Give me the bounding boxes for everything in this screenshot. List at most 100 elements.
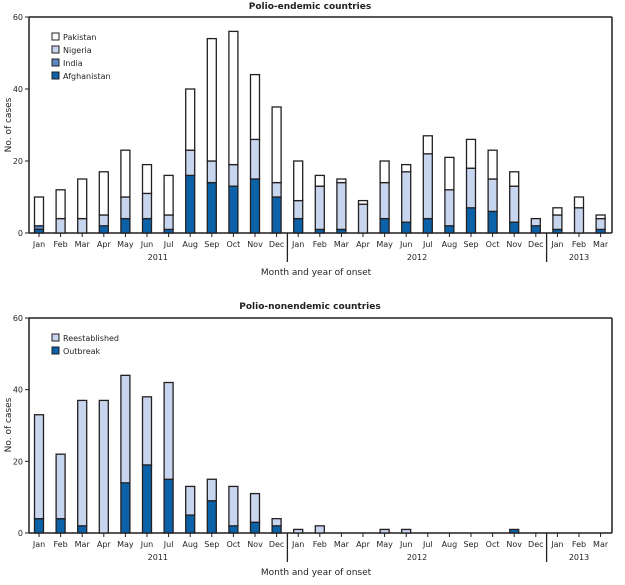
year-label: 2013 — [569, 253, 589, 262]
bar-reestablished-12 — [293, 528, 304, 534]
legend-label-india: India — [63, 59, 83, 68]
bar-outbreak-5 — [141, 464, 153, 534]
bar-pakistan-9 — [228, 30, 239, 166]
bar-nigeria-5 — [141, 192, 153, 220]
legend-label-afghanistan: Afghanistan — [63, 72, 111, 81]
y-tick-label: 0 — [18, 529, 23, 538]
x-tick-label: Jul — [163, 540, 174, 549]
x-tick-label: Jan — [32, 240, 45, 249]
bar-pakistan-14 — [336, 178, 347, 184]
bar-outbreak-7 — [185, 514, 196, 534]
x-tick-label: Mar — [334, 540, 350, 549]
year-label: 2013 — [569, 553, 589, 562]
x-tick-label: Mar — [334, 240, 350, 249]
bar-afghanistan-8 — [206, 181, 217, 234]
bar-nigeria-17 — [401, 171, 412, 223]
x-tick-label: Jun — [399, 540, 413, 549]
legend-swatch-india — [51, 58, 60, 67]
x-axis-label: Month and year of onset — [261, 568, 372, 578]
x-tick-label: Jun — [140, 240, 154, 249]
y-tick-label: 20 — [13, 157, 23, 166]
bar-outbreak-4 — [120, 482, 131, 534]
bar-pakistan-18 — [422, 135, 433, 155]
bar-afghanistan-3 — [98, 225, 109, 234]
bar-pakistan-25 — [573, 196, 585, 209]
x-tick-label: Jun — [399, 240, 413, 249]
x-tick-label: May — [117, 240, 134, 249]
nonendemic-panel: Polio-nonendemic countries No. of cases … — [4, 302, 613, 578]
bar-afghanistan-7 — [185, 174, 196, 234]
bar-nigeria-8 — [206, 160, 217, 184]
x-tick-label: Mar — [75, 240, 91, 249]
y-tick-label: 20 — [13, 457, 23, 466]
bar-reestablished-17 — [401, 528, 412, 534]
bar-afghanistan-5 — [141, 217, 153, 234]
year-label: 2012 — [407, 253, 427, 262]
legend-swatch-afghanistan — [51, 71, 60, 80]
x-tick-label: Feb — [313, 240, 327, 249]
bar-pakistan-24 — [552, 207, 563, 216]
legend-swatch-pakistan — [51, 32, 60, 41]
bar-nigeria-16 — [379, 181, 390, 220]
bar-pakistan-7 — [185, 88, 196, 151]
year-label: 2011 — [148, 253, 168, 262]
bar-pakistan-3 — [98, 171, 109, 216]
bar-afghanistan-21 — [487, 210, 498, 234]
legend-label-nigeria: Nigeria — [63, 46, 92, 55]
bar-nigeria-25 — [573, 207, 585, 234]
chart-title: Polio-endemic countries — [249, 2, 371, 12]
y-tick-label: 0 — [18, 229, 23, 238]
x-tick-label: Aug — [182, 240, 198, 249]
legend-swatch-nigeria — [51, 45, 60, 54]
bar-reestablished-0 — [33, 414, 45, 520]
x-tick-label: Dec — [528, 240, 543, 249]
x-tick-label: Sep — [463, 240, 478, 249]
bar-pakistan-15 — [357, 199, 369, 205]
x-tick-label: Sep — [204, 240, 219, 249]
bar-pakistan-13 — [314, 174, 325, 187]
bar-nigeria-7 — [185, 149, 196, 177]
x-tick-label: Dec — [269, 240, 284, 249]
bar-pakistan-16 — [379, 160, 390, 184]
y-tick-label: 60 — [13, 314, 23, 323]
chart-title: Polio-nonendemic countries — [239, 302, 380, 312]
bar-afghanistan-20 — [465, 207, 477, 234]
x-tick-label: Mar — [593, 240, 609, 249]
legend-swatch-reestablished — [51, 333, 60, 342]
x-tick-label: Dec — [528, 540, 543, 549]
bar-reestablished-8 — [206, 478, 217, 502]
x-tick-label: Feb — [54, 540, 68, 549]
bar-nigeria-10 — [249, 138, 261, 180]
y-tick-label: 40 — [13, 386, 23, 395]
bar-pakistan-21 — [487, 149, 498, 180]
bar-pakistan-1 — [55, 189, 66, 220]
bar-reestablished-10 — [249, 492, 261, 523]
x-tick-label: May — [376, 540, 393, 549]
x-tick-label: Jan — [32, 540, 45, 549]
bar-nigeria-18 — [422, 153, 433, 220]
bar-reestablished-16 — [379, 528, 390, 534]
x-tick-label: Oct — [226, 240, 240, 249]
bar-outbreak-2 — [77, 525, 88, 534]
bar-nigeria-19 — [444, 189, 455, 227]
bar-nigeria-2 — [77, 217, 88, 234]
x-tick-label: Mar — [593, 540, 609, 549]
legend-label-reestablished: Reestablished — [63, 334, 119, 343]
x-axis-label: Month and year of onset — [261, 268, 372, 278]
bar-afghanistan-19 — [444, 225, 455, 234]
bar-afghanistan-18 — [422, 217, 433, 234]
bar-afghanistan-12 — [293, 217, 304, 234]
bar-reestablished-5 — [141, 396, 153, 466]
y-axis-label: No. of cases — [4, 397, 14, 452]
bar-pakistan-6 — [163, 174, 174, 216]
x-tick-label: Oct — [226, 540, 240, 549]
bar-nigeria-24 — [552, 214, 563, 231]
bar-pakistan-22 — [509, 171, 520, 187]
bar-pakistan-5 — [141, 163, 153, 195]
x-tick-label: Aug — [182, 540, 198, 549]
x-tick-label: Feb — [572, 540, 586, 549]
x-tick-label: Dec — [269, 540, 284, 549]
endemic-panel: Polio-endemic countries No. of cases Mon… — [4, 2, 613, 278]
x-tick-label: Jul — [422, 240, 433, 249]
bar-outbreak-6 — [163, 478, 174, 534]
